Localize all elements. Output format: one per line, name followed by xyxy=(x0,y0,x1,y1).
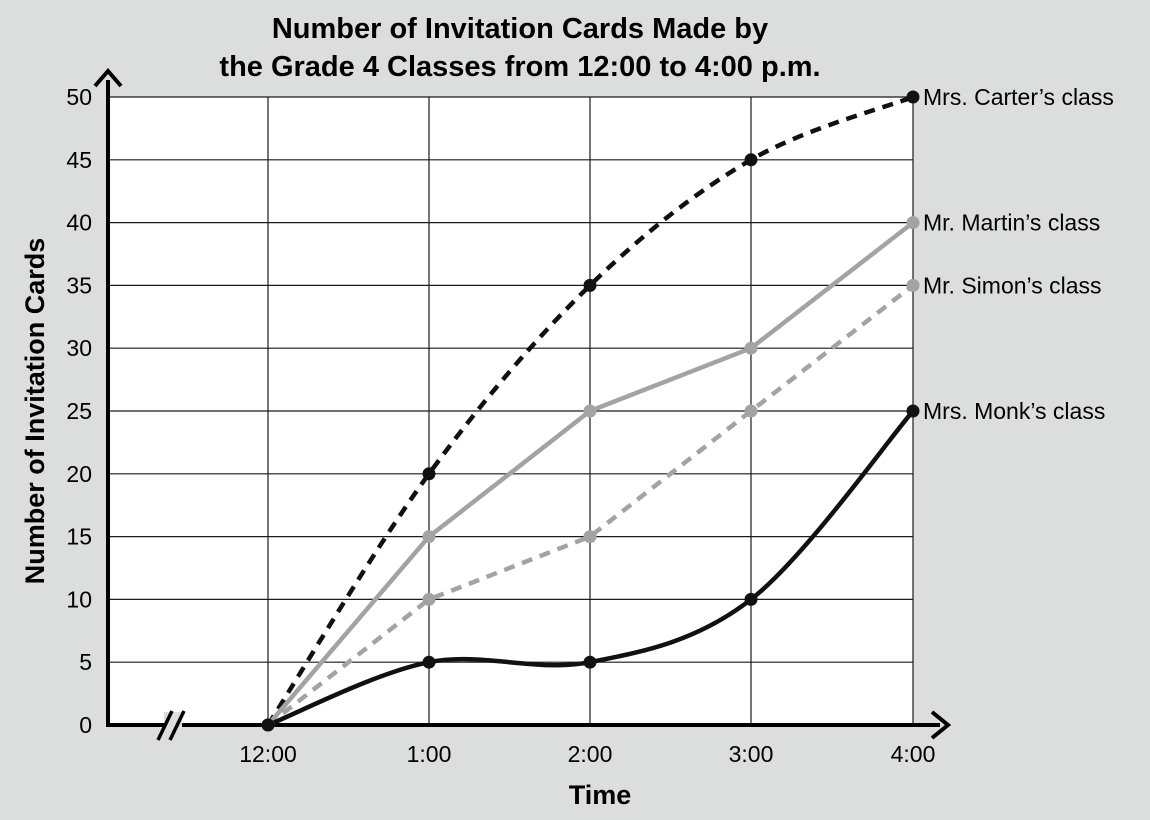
gridlines xyxy=(108,96,914,725)
y-tick-label: 10 xyxy=(66,586,92,612)
y-axis-title: Number of Invitation Cards xyxy=(20,238,50,585)
x-axis-arrowhead xyxy=(930,710,952,740)
y-tick-label: 35 xyxy=(66,272,92,298)
data-point xyxy=(906,278,920,292)
y-tick-label: 0 xyxy=(79,712,92,738)
data-point xyxy=(744,404,758,418)
y-tick-label: 25 xyxy=(66,398,92,424)
x-axis-title: Time xyxy=(569,780,632,810)
x-tick-label: 4:00 xyxy=(891,741,936,767)
y-tick-label: 30 xyxy=(66,335,92,361)
y-tick-labels: 0 5 10 15 20 25 30 35 40 45 50 xyxy=(66,84,92,738)
data-point xyxy=(906,404,920,418)
x-axis-break-mark xyxy=(156,710,186,741)
x-tick-label: 1:00 xyxy=(407,741,452,767)
data-point xyxy=(261,718,275,732)
data-point xyxy=(906,90,920,104)
data-point xyxy=(583,655,597,669)
y-tick-label: 45 xyxy=(66,147,92,173)
chart-title: Number of Invitation Cards Made by the G… xyxy=(219,13,820,83)
data-point xyxy=(422,530,436,544)
series-points xyxy=(261,90,920,732)
x-tick-label: 12:00 xyxy=(239,741,297,767)
data-point xyxy=(744,341,758,355)
series-label: Mr. Simon’s class xyxy=(923,272,1102,298)
y-tick-label: 50 xyxy=(66,84,92,110)
y-tick-label: 40 xyxy=(66,210,92,236)
series-label: Mrs. Monk’s class xyxy=(923,398,1105,424)
data-point xyxy=(744,153,758,167)
y-tick-label: 5 xyxy=(79,649,92,675)
data-point xyxy=(583,404,597,418)
series-labels: Mrs. Carter’s class Mr. Martin’s class Mr.… xyxy=(923,84,1114,424)
data-point xyxy=(422,592,436,606)
data-point xyxy=(583,530,597,544)
chart-title-line-1: Number of Invitation Cards Made by xyxy=(272,13,768,45)
x-tick-labels: 12:00 1:00 2:00 3:00 4:00 xyxy=(239,741,935,767)
axes xyxy=(93,67,952,741)
y-tick-label: 15 xyxy=(66,524,92,550)
chart-title-line-2: the Grade 4 Classes from 12:00 to 4:00 p… xyxy=(219,51,820,83)
data-point xyxy=(906,216,920,230)
series-line xyxy=(266,283,915,727)
x-tick-label: 3:00 xyxy=(729,741,774,767)
data-point xyxy=(422,655,436,669)
data-point xyxy=(422,467,436,481)
series-label: Mr. Martin’s class xyxy=(923,210,1100,236)
series-label: Mrs. Carter’s class xyxy=(923,84,1114,110)
y-axis-arrowhead xyxy=(93,67,123,88)
data-point xyxy=(583,278,597,292)
x-tick-label: 2:00 xyxy=(568,741,613,767)
y-tick-label: 20 xyxy=(66,461,92,487)
data-point xyxy=(744,592,758,606)
